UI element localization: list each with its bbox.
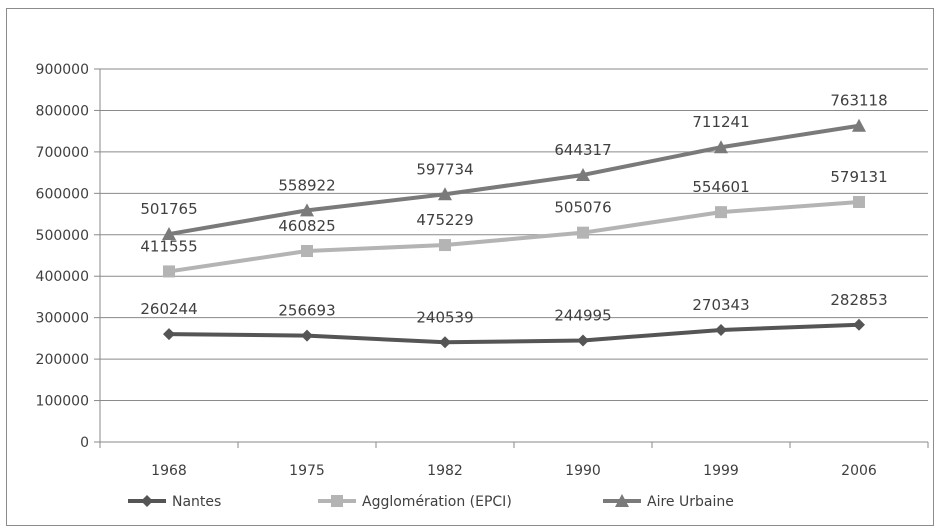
marker-triangle [300,203,314,217]
data-label: 475229 [416,211,473,229]
series-line-0 [168,322,860,345]
marker-triangle [438,187,452,201]
data-label: 644317 [554,141,611,159]
data-label: 554601 [692,178,749,196]
y-tick-label: 700000 [36,145,89,161]
y-tick-label: 600000 [36,186,89,202]
data-label: 240539 [416,308,473,326]
marker-diamond [715,323,727,336]
y-axis: 0 100000 200000 300000 400000 500000 600000 700… [36,62,101,451]
data-label: 501765 [140,200,197,218]
x-tick-label: 1999 [703,463,739,479]
y-tick-label: 800000 [36,103,89,119]
marker-square [163,265,175,278]
marker-triangle [852,118,866,132]
marker-square [331,495,343,507]
chart-frame [6,8,934,526]
data-label: 260244 [140,300,197,318]
series-line-2 [168,123,860,237]
marker-diamond [141,495,153,507]
legend: Nantes Agglomération (EPCI) Aire Urbaine [128,494,734,510]
data-label: 460825 [278,217,335,235]
data-label: 505076 [554,199,611,217]
marker-triangle [162,227,176,241]
series-lines [168,123,860,345]
data-label: 270343 [692,296,749,314]
x-tick-label: 1990 [565,463,601,479]
y-tick-label: 100000 [36,394,89,410]
marker-diamond [439,336,451,349]
marker-square [439,239,451,252]
y-tick-label: 900000 [36,62,89,78]
marker-diamond [577,334,589,347]
marker-square [853,195,865,208]
data-label: 558922 [278,176,335,194]
legend-label: Aire Urbaine [647,494,734,510]
y-tick-label: 300000 [36,311,89,327]
marker-diamond [853,318,865,331]
legend-label: Nantes [172,494,221,510]
y-tick-label: 200000 [36,352,89,368]
data-label: 579131 [830,168,887,186]
y-tick-label: 500000 [36,228,89,244]
marker-triangle [615,494,629,507]
data-label: 711241 [692,113,749,131]
y-tick-label: 0 [80,435,89,451]
x-axis: 1968 1975 1982 1990 1999 2006 [99,442,929,479]
data-label: 282853 [830,291,887,309]
x-tick-label: 1975 [289,463,325,479]
data-label: 244995 [554,306,611,324]
marker-square [301,245,313,258]
marker-square [577,226,589,239]
legend-label: Agglomération (EPCI) [362,494,512,510]
marker-triangle [576,167,590,181]
gridlines [100,68,928,443]
series-line-1 [168,199,860,274]
data-labels: 260244 256693 240539 244995 270343 282853 4115… [140,92,887,327]
marker-diamond [301,329,313,342]
x-tick-label: 1982 [427,463,463,479]
data-label: 256693 [278,302,335,320]
marker-diamond [163,328,175,341]
marker-square [715,206,727,219]
data-label: 597734 [416,160,473,178]
marker-triangle [714,140,728,154]
x-tick-label: 2006 [841,463,877,479]
y-tick-label: 400000 [36,269,89,285]
data-label: 763118 [830,92,887,110]
data-label: 411555 [140,237,197,255]
series-markers [162,118,866,349]
x-tick-label: 1968 [151,463,187,479]
